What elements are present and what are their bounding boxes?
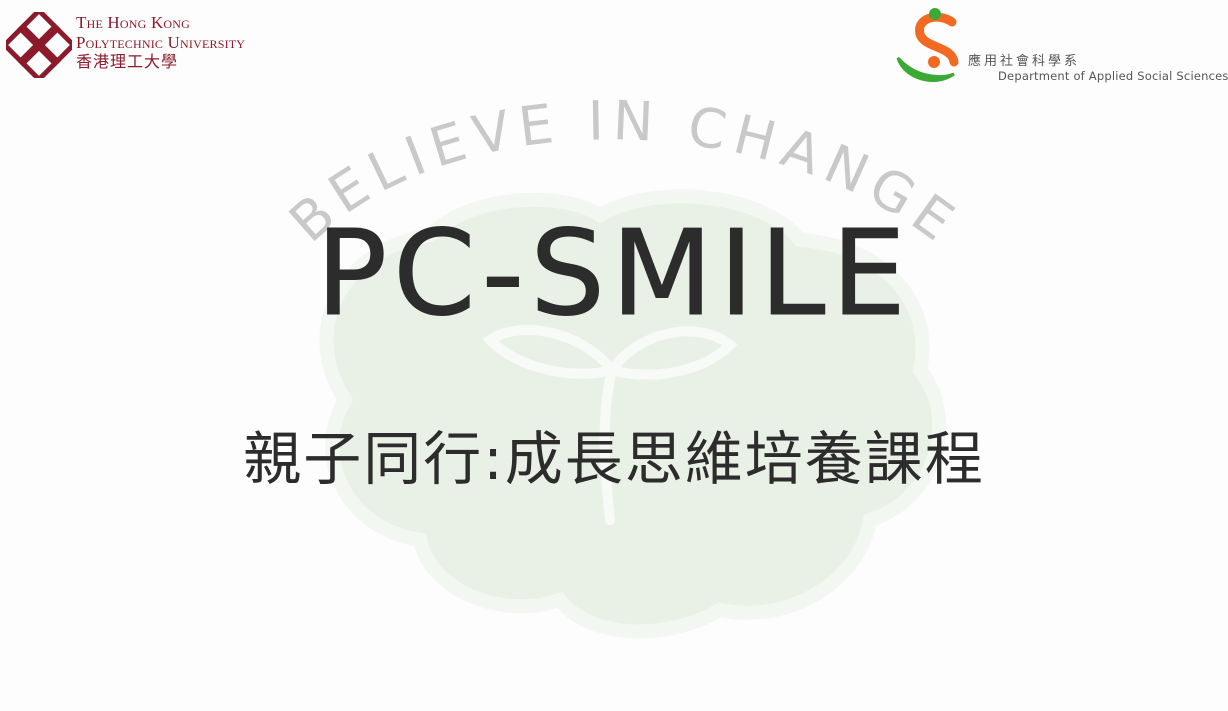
polyu-name-chinese: 香港理工大學: [76, 52, 179, 71]
brain-icon: [319, 189, 947, 639]
page-title: PC-SMILE: [316, 204, 912, 342]
sprout-icon: [482, 325, 738, 525]
polyu-wordmark: The Hong Kong Polytechnic University 香港理…: [76, 14, 245, 70]
polyu-name-line2: Polytechnic University: [76, 33, 246, 52]
apss-logo: 應用社會科學系 Department of Applied Social Sci…: [894, 6, 1228, 88]
apss-name-english: Department of Applied Social Sciences: [998, 69, 1228, 83]
polyu-emblem-icon: [6, 12, 72, 78]
polyu-name-line1: The Hong Kong: [76, 13, 191, 32]
apss-name-chinese: 應用社會科學系: [968, 54, 1081, 69]
polyu-logo: The Hong Kong Polytechnic University 香港理…: [6, 12, 356, 82]
page-subtitle: 親子同行:成長思維培養課程: [243, 425, 985, 493]
apss-emblem-icon: [896, 8, 959, 83]
